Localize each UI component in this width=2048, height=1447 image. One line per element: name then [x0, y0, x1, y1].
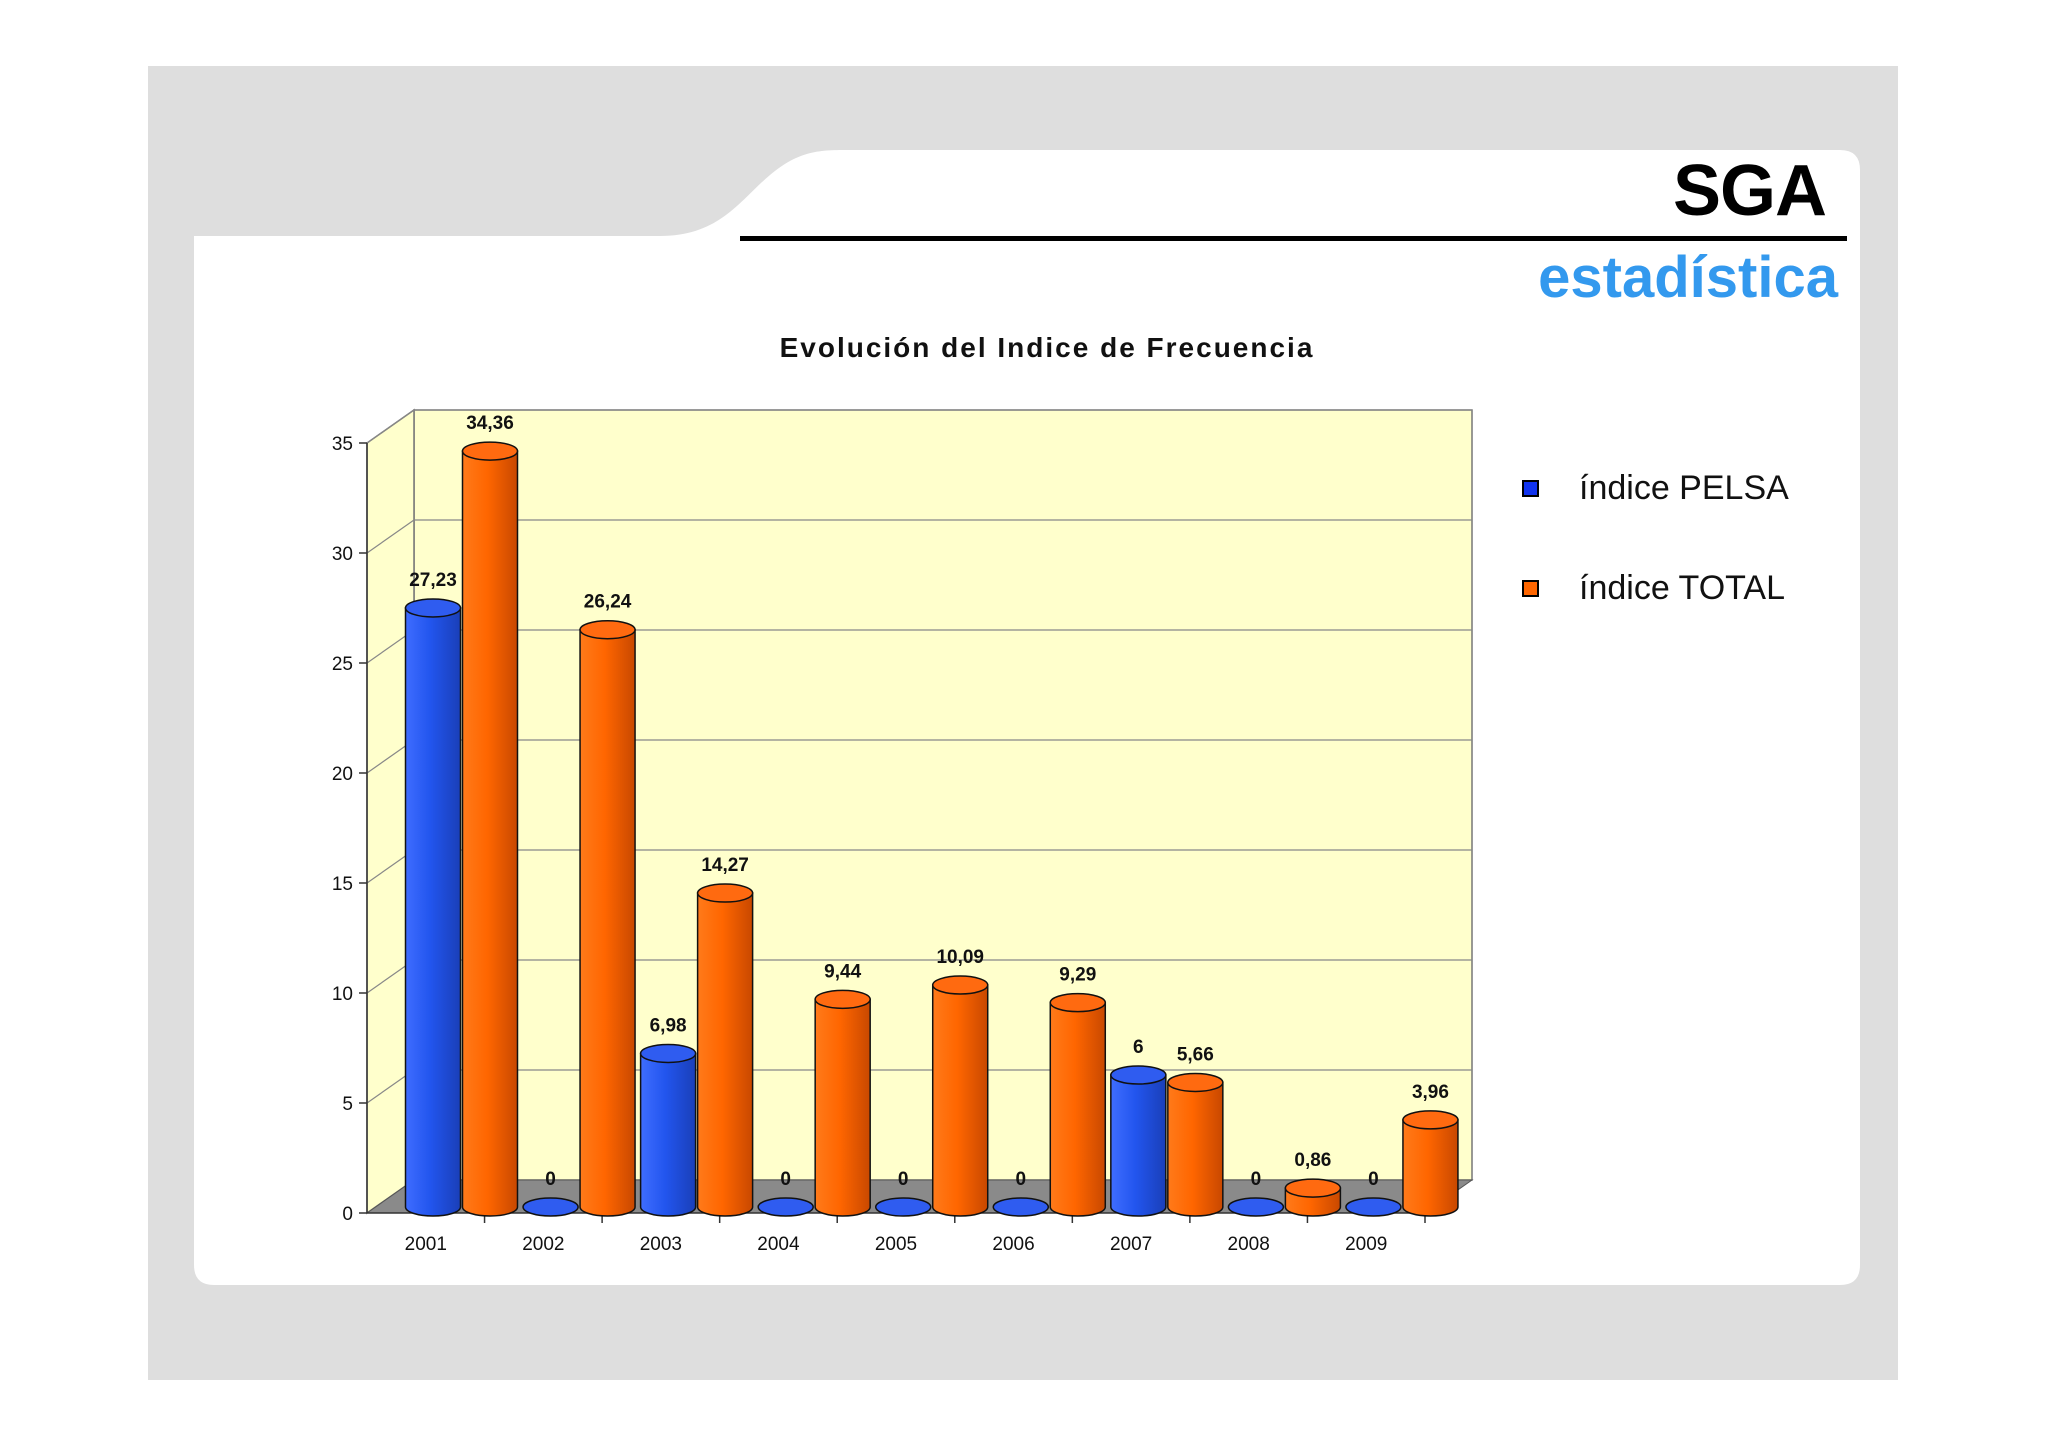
- legend-swatch-pelsa: [1522, 479, 1539, 497]
- legend-item-pelsa: índice PELSA: [1522, 468, 1789, 508]
- bar-body-total: [1049, 1001, 1107, 1217]
- brand-title: SGA: [1672, 151, 1827, 231]
- y-tick-label: 0: [342, 1204, 353, 1225]
- y-tick-label: 20: [332, 764, 353, 785]
- bar-top-pelsa: [992, 1197, 1050, 1217]
- legend: índice PELSA índice TOTAL: [1522, 468, 1789, 668]
- data-label-total: 3,96: [1412, 1082, 1449, 1103]
- bar-top-pelsa: [1110, 1065, 1167, 1085]
- bar-top-pelsa: [1227, 1197, 1285, 1217]
- bar-top-total: [1402, 1110, 1459, 1130]
- bar-top-total: [1049, 992, 1107, 1013]
- data-label-pelsa: 0: [898, 1169, 909, 1190]
- bar-top-total: [461, 441, 519, 461]
- bar-top-total: [1284, 1178, 1342, 1198]
- bar-body-pelsa: [404, 607, 462, 1217]
- x-tick-label: 2003: [640, 1234, 682, 1255]
- data-label-total: 9,44: [824, 961, 861, 982]
- data-label-pelsa: 0: [780, 1169, 791, 1190]
- bar-top-pelsa: [874, 1197, 932, 1217]
- bar-top-total: [579, 619, 636, 640]
- x-tick-label: 2009: [1345, 1234, 1387, 1255]
- bar-top-pelsa: [639, 1043, 697, 1064]
- data-label-total: 0,86: [1294, 1150, 1331, 1171]
- legend-item-total: índice TOTAL: [1522, 568, 1789, 608]
- data-label-total: 5,66: [1177, 1044, 1214, 1065]
- data-label-pelsa: 0: [1368, 1169, 1379, 1190]
- bar-top-total: [814, 989, 871, 1010]
- bar-top-total: [931, 975, 989, 995]
- data-label-total: 26,24: [584, 592, 632, 613]
- data-label-total: 34,36: [466, 413, 514, 434]
- y-tick-label: 10: [332, 984, 353, 1005]
- data-label-pelsa: 6,98: [650, 1015, 687, 1036]
- bar-body-total: [461, 450, 519, 1217]
- bar-body-total: [931, 984, 989, 1217]
- data-label-pelsa: 0: [1015, 1169, 1026, 1190]
- brand-subtitle: estadística: [1538, 245, 1838, 310]
- x-tick-label: 2007: [1110, 1234, 1152, 1255]
- bar-top-pelsa: [757, 1197, 814, 1217]
- bar-body-total: [579, 628, 636, 1217]
- data-label-pelsa: 0: [545, 1169, 556, 1190]
- legend-label-total: índice TOTAL: [1579, 568, 1785, 607]
- y-tick-label: 5: [342, 1094, 353, 1115]
- data-label-total: 14,27: [701, 855, 749, 876]
- gridline-side: [366, 409, 415, 444]
- x-tick-label: 2006: [992, 1234, 1034, 1255]
- legend-swatch-total: [1522, 579, 1539, 597]
- y-tick-label: 15: [332, 874, 353, 895]
- x-tick-label: 2001: [405, 1234, 447, 1255]
- legend-label-pelsa: índice PELSA: [1579, 468, 1789, 507]
- y-tick-label: 25: [332, 654, 353, 675]
- data-label-total: 9,29: [1059, 965, 1096, 986]
- bar-top-total: [1167, 1072, 1224, 1093]
- data-label-total: 10,09: [936, 947, 984, 968]
- y-tick-label: 35: [332, 434, 353, 455]
- chart-title: Evolución del Indice de Frecuencia: [780, 332, 1315, 363]
- bar-top-pelsa: [404, 598, 462, 618]
- data-label-pelsa: 6: [1133, 1037, 1144, 1058]
- bar-body-pelsa: [1110, 1074, 1167, 1217]
- x-tick-label: 2005: [875, 1234, 917, 1255]
- y-tick-label: 30: [332, 544, 353, 565]
- bar-body-total: [1402, 1119, 1459, 1217]
- x-tick-label: 2004: [757, 1234, 800, 1255]
- data-label-pelsa: 0: [1251, 1169, 1262, 1190]
- bar-top-pelsa: [522, 1197, 579, 1217]
- bar-top-pelsa: [1345, 1197, 1402, 1217]
- bar-body-total: [814, 998, 871, 1217]
- bar-top-total: [696, 883, 754, 903]
- header-rule: [740, 236, 1847, 241]
- x-tick-label: 2008: [1228, 1234, 1270, 1255]
- bar-body-total: [696, 892, 754, 1217]
- gridline-side: [366, 519, 415, 554]
- bar-body-pelsa: [639, 1052, 697, 1217]
- bar-body-total: [1167, 1081, 1224, 1217]
- x-tick-label: 2002: [522, 1234, 564, 1255]
- data-label-pelsa: 27,23: [409, 570, 457, 591]
